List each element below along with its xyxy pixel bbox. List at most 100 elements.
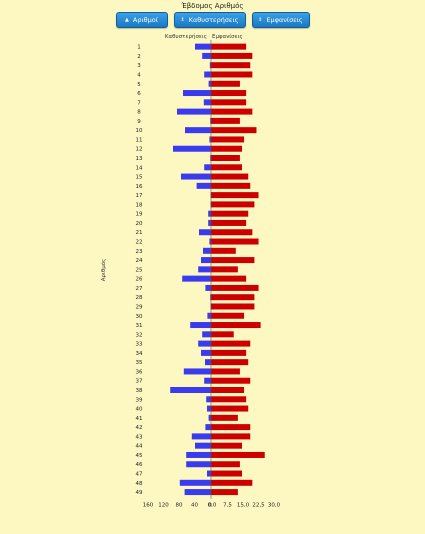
category-label: 33 bbox=[136, 342, 143, 348]
category-label: 18 bbox=[136, 202, 143, 208]
category-label: 42 bbox=[136, 425, 143, 431]
appearance-bar bbox=[211, 451, 265, 458]
delay-bar bbox=[201, 349, 211, 356]
appearance-bar bbox=[211, 294, 255, 301]
appearance-bar bbox=[211, 424, 251, 431]
delay-bar bbox=[177, 108, 211, 115]
delay-bar bbox=[173, 145, 211, 152]
sort-icon: ⇕ bbox=[180, 16, 185, 23]
delay-bar bbox=[191, 433, 211, 440]
appearance-bar bbox=[211, 266, 238, 273]
category-label: 46 bbox=[136, 462, 143, 468]
appearance-bar bbox=[211, 62, 251, 69]
delay-bar bbox=[181, 173, 211, 180]
delay-bar bbox=[179, 479, 211, 486]
delay-bar bbox=[208, 80, 211, 87]
sort-by-delay-label: Καθυστερήσεις bbox=[188, 16, 239, 24]
sort-by-number-button[interactable]: ▲ Αριθμοί bbox=[115, 12, 168, 28]
category-label: 20 bbox=[136, 221, 143, 227]
delay-bar bbox=[204, 71, 211, 78]
sort-by-delay-button[interactable]: ⇕ Καθυστερήσεις bbox=[173, 12, 246, 28]
category-label: 40 bbox=[136, 407, 143, 413]
delay-bar bbox=[186, 461, 211, 468]
appearance-bar bbox=[211, 479, 253, 486]
delay-bar bbox=[183, 90, 211, 97]
delay-bar bbox=[209, 238, 211, 245]
delay-bar bbox=[209, 62, 211, 69]
appearance-bar bbox=[211, 164, 242, 171]
category-label: 27 bbox=[136, 286, 143, 292]
appearance-bar bbox=[211, 108, 253, 115]
category-label: 32 bbox=[136, 332, 143, 338]
delay-bar bbox=[209, 136, 211, 143]
category-label: 26 bbox=[136, 277, 143, 283]
category-label: 15 bbox=[136, 175, 143, 181]
appearance-bar bbox=[211, 80, 240, 87]
category-label: 21 bbox=[136, 230, 143, 236]
category-label: 16 bbox=[136, 184, 143, 190]
appearance-bar bbox=[211, 312, 245, 319]
right-axis-header: Εμφανίσεις bbox=[212, 33, 243, 40]
category-label: 28 bbox=[136, 295, 143, 301]
delay-bar bbox=[204, 164, 211, 171]
category-label: 34 bbox=[136, 351, 143, 357]
category-label: 2 bbox=[137, 54, 141, 60]
category-label: 41 bbox=[136, 416, 143, 422]
delay-bar bbox=[210, 117, 211, 124]
appearance-bar bbox=[211, 99, 247, 106]
sort-by-appearances-button[interactable]: ⇕ Εμφανίσεις bbox=[251, 12, 310, 28]
category-label: 47 bbox=[136, 472, 143, 478]
appearance-bar bbox=[211, 155, 240, 161]
chart-title: Έβδομος Αριθμός bbox=[181, 2, 244, 10]
delay-bar bbox=[207, 312, 211, 319]
appearance-bar bbox=[211, 90, 247, 97]
delay-bar bbox=[210, 155, 211, 161]
x-tick-label-right: 0,0 bbox=[208, 503, 217, 509]
delay-bar bbox=[207, 470, 211, 477]
delay-bar bbox=[195, 442, 211, 449]
delay-bar bbox=[170, 387, 211, 393]
appearance-bar bbox=[211, 210, 249, 217]
delay-bar bbox=[186, 451, 211, 458]
category-label: 24 bbox=[136, 258, 143, 264]
appearance-bar bbox=[211, 127, 257, 134]
delay-bar bbox=[196, 182, 211, 189]
category-label: 6 bbox=[137, 91, 141, 97]
appearance-bar bbox=[211, 414, 238, 421]
delay-bar bbox=[207, 405, 211, 412]
appearance-bar bbox=[211, 247, 236, 254]
category-label: 30 bbox=[136, 314, 143, 320]
category-label: 5 bbox=[137, 82, 141, 88]
category-label: 1 bbox=[137, 45, 141, 51]
delay-bar bbox=[198, 340, 211, 347]
category-label: 7 bbox=[137, 100, 141, 106]
appearance-bar bbox=[211, 359, 249, 366]
appearance-bar bbox=[211, 331, 234, 338]
delay-bar bbox=[208, 414, 211, 421]
x-tick-label-left: 160 bbox=[143, 503, 154, 509]
delay-bar bbox=[183, 368, 211, 375]
delay-bar bbox=[203, 99, 211, 106]
appearance-bar bbox=[211, 303, 255, 310]
appearance-bar bbox=[211, 461, 240, 468]
delay-bar bbox=[195, 43, 211, 50]
category-label: 43 bbox=[136, 434, 143, 440]
appearance-bar bbox=[211, 257, 255, 264]
delay-bar bbox=[201, 257, 211, 264]
delay-bar bbox=[182, 275, 211, 282]
sort-by-number-label: Αριθμοί bbox=[132, 16, 158, 24]
appearance-bar bbox=[211, 396, 247, 403]
appearance-bar bbox=[211, 433, 251, 440]
category-label: 3 bbox=[137, 63, 141, 69]
category-label: 14 bbox=[136, 165, 143, 171]
appearance-bar bbox=[211, 52, 253, 59]
appearance-bar bbox=[211, 405, 249, 412]
category-label: 44 bbox=[136, 444, 143, 450]
appearance-bar bbox=[211, 349, 247, 356]
sort-icon: ⇕ bbox=[258, 16, 263, 23]
category-label: 36 bbox=[136, 369, 143, 375]
appearance-bar bbox=[211, 275, 247, 282]
appearance-bar bbox=[211, 173, 249, 180]
category-label: 25 bbox=[136, 267, 143, 273]
